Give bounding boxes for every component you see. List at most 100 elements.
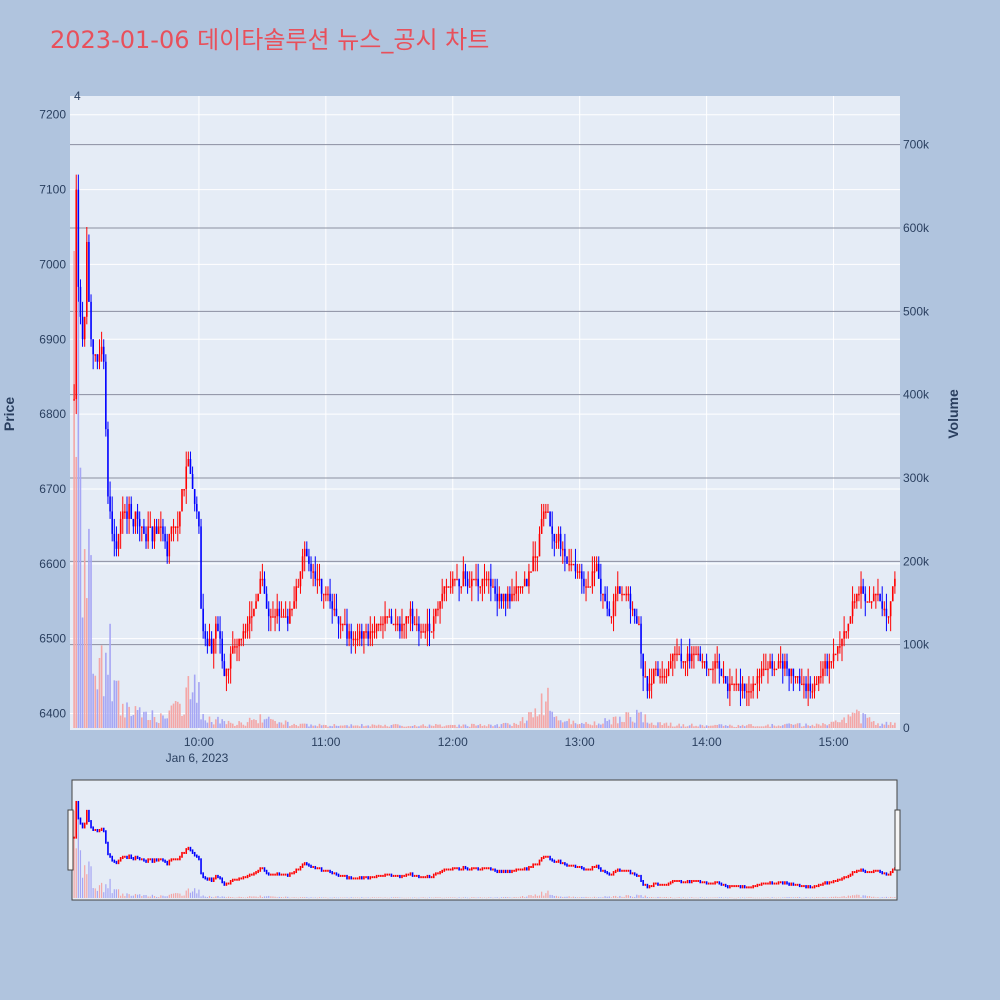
candle-body [754,683,757,686]
range-slider-volume-bar [304,897,306,898]
range-slider[interactable] [67,779,901,901]
volume-bar [521,717,524,728]
volume-bar [511,726,513,728]
volume-bar [301,723,304,728]
range-slider-volume-bar [486,897,488,899]
candle-body [862,586,864,594]
candle-body [124,511,126,513]
volume-bar [149,720,152,728]
volume-bar [200,719,202,728]
range-slider-background[interactable] [71,779,898,901]
volume-bar [875,724,877,728]
candle-body [547,511,549,513]
range-slider-candle [151,858,154,863]
range-slider-candle [128,854,130,860]
range-slider-candle [261,867,264,870]
range-slider-volume-bar [651,897,653,898]
volume-bar [741,724,744,728]
range-slider-candle [485,867,488,870]
candle-body [181,488,183,512]
range-slider-candle [92,826,94,831]
volume-bar [726,725,729,728]
range-slider-candle [306,862,308,866]
candle-body [669,661,672,669]
candle-body [741,683,744,692]
candle-body [346,623,348,639]
range-slider-candle [441,869,443,874]
volume-bar [710,725,712,728]
candle-body [665,676,668,678]
range-slider-candle [504,869,507,874]
range-slider-volume-bar [583,897,585,898]
range-slider-volume-bar [801,897,803,899]
volume-bar [894,722,896,728]
candle-body [705,661,708,669]
candle-body [697,653,699,656]
volume-bar [96,689,99,728]
range-slider-volume-bar [684,897,687,899]
range-slider-volume-bar [858,894,860,898]
candle-body [822,668,824,677]
range-slider-volume-bar [851,895,854,898]
candle-body [585,586,587,588]
candle-body [416,623,418,626]
price-tick-label: 6500 [39,632,66,646]
candle-body [344,623,346,626]
volume-bar [346,725,348,728]
volume-bar [576,724,579,728]
candle-body [471,578,473,587]
range-slider-volume-bar [272,896,274,898]
range-slider-volume-bar [837,896,839,898]
volume-bar [308,726,310,728]
range-slider-right-handle[interactable] [894,809,901,871]
candle-body [667,668,670,677]
range-slider-candle [462,865,465,871]
volume-bar [515,723,518,728]
volume-bar [693,726,695,728]
range-slider-candle [515,868,518,872]
range-slider-volume-bar [215,896,217,898]
range-slider-candle [212,877,215,882]
volume-bar [500,724,503,728]
candle-body [251,616,253,618]
candle-body [515,586,518,594]
volume-bar [659,722,661,728]
range-slider-volume-bar [153,895,156,898]
volume-bar [272,719,274,728]
range-slider-candle [109,853,111,858]
range-slider-volume-bar [204,896,206,898]
range-slider-candle [536,863,539,866]
range-slider-candle [102,827,105,833]
range-slider-volume-bar [259,895,261,898]
volume-bar [868,717,871,728]
range-slider-candle [111,855,113,862]
range-slider-volume-bar [780,897,782,899]
range-slider-volume-bar [589,897,591,898]
volume-bar [439,724,441,728]
range-slider-candle [418,874,420,879]
candle-body [221,638,223,662]
range-slider-left-handle[interactable] [67,809,74,871]
range-slider-volume-bar [139,894,141,898]
volume-bar [377,724,380,728]
volume-bar [416,726,418,728]
range-slider-candle [185,848,188,854]
volume-bar [306,723,308,728]
candle-body [337,616,340,624]
volume-bar [257,723,259,728]
range-slider-candle [608,872,611,876]
candle-body [496,593,498,602]
range-slider-candle [206,877,209,881]
range-slider-candle [606,871,608,875]
range-slider-candle [100,827,103,831]
candle-body [809,683,812,692]
volume-bar [202,714,204,728]
range-slider-volume-bar [811,897,813,898]
range-slider-volume-bar [397,897,399,898]
range-slider-candle [526,867,528,871]
range-slider-volume-bar [130,895,132,898]
volume-bar [327,726,329,728]
time-axis: 10:00 11:00 12:00 13:00 14:00 15:00 [184,735,849,749]
range-slider-volume-bar [488,897,490,898]
range-slider-volume-bar [321,897,323,899]
